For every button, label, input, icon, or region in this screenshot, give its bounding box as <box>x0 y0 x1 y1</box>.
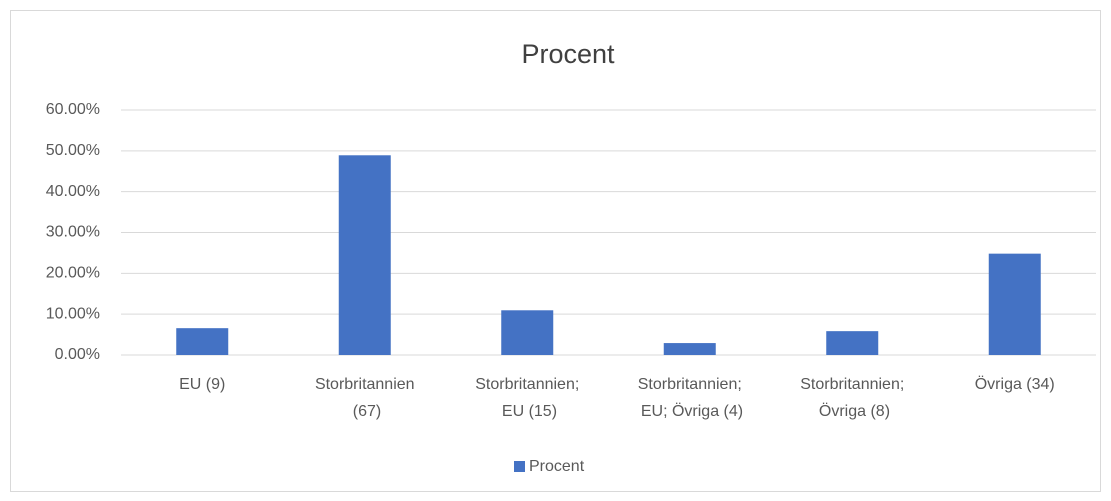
legend-label: Procent <box>529 458 585 475</box>
bar <box>338 155 391 355</box>
legend-swatch <box>514 461 525 472</box>
y-tick-label: 50.00% <box>46 142 100 159</box>
y-tick-label: 40.00% <box>46 183 100 200</box>
bar <box>988 253 1041 355</box>
y-tick-label: 20.00% <box>46 265 100 282</box>
x-tick-label: EU (9) <box>179 376 225 393</box>
y-tick-label: 60.00% <box>46 101 100 118</box>
x-tick-label: Storbritannien; EU (15) <box>475 376 579 420</box>
chart-border <box>10 10 1101 492</box>
x-tick-label: Storbritannien; EU; Övriga (4) <box>636 376 743 420</box>
bar <box>176 328 229 355</box>
x-tick-label: Övriga (34) <box>975 375 1055 393</box>
y-tick-label: 10.00% <box>46 305 100 322</box>
y-tick-label: 30.00% <box>46 224 100 241</box>
chart-title: Procent <box>521 39 615 69</box>
x-tick-label: Storbritannien; Övriga (8) <box>800 376 904 420</box>
y-tick-label: 0.00% <box>55 346 100 363</box>
bar <box>826 331 879 355</box>
bar <box>501 310 554 355</box>
x-tick-label: Storbritannien (67) <box>315 376 415 420</box>
bar <box>663 343 716 355</box>
